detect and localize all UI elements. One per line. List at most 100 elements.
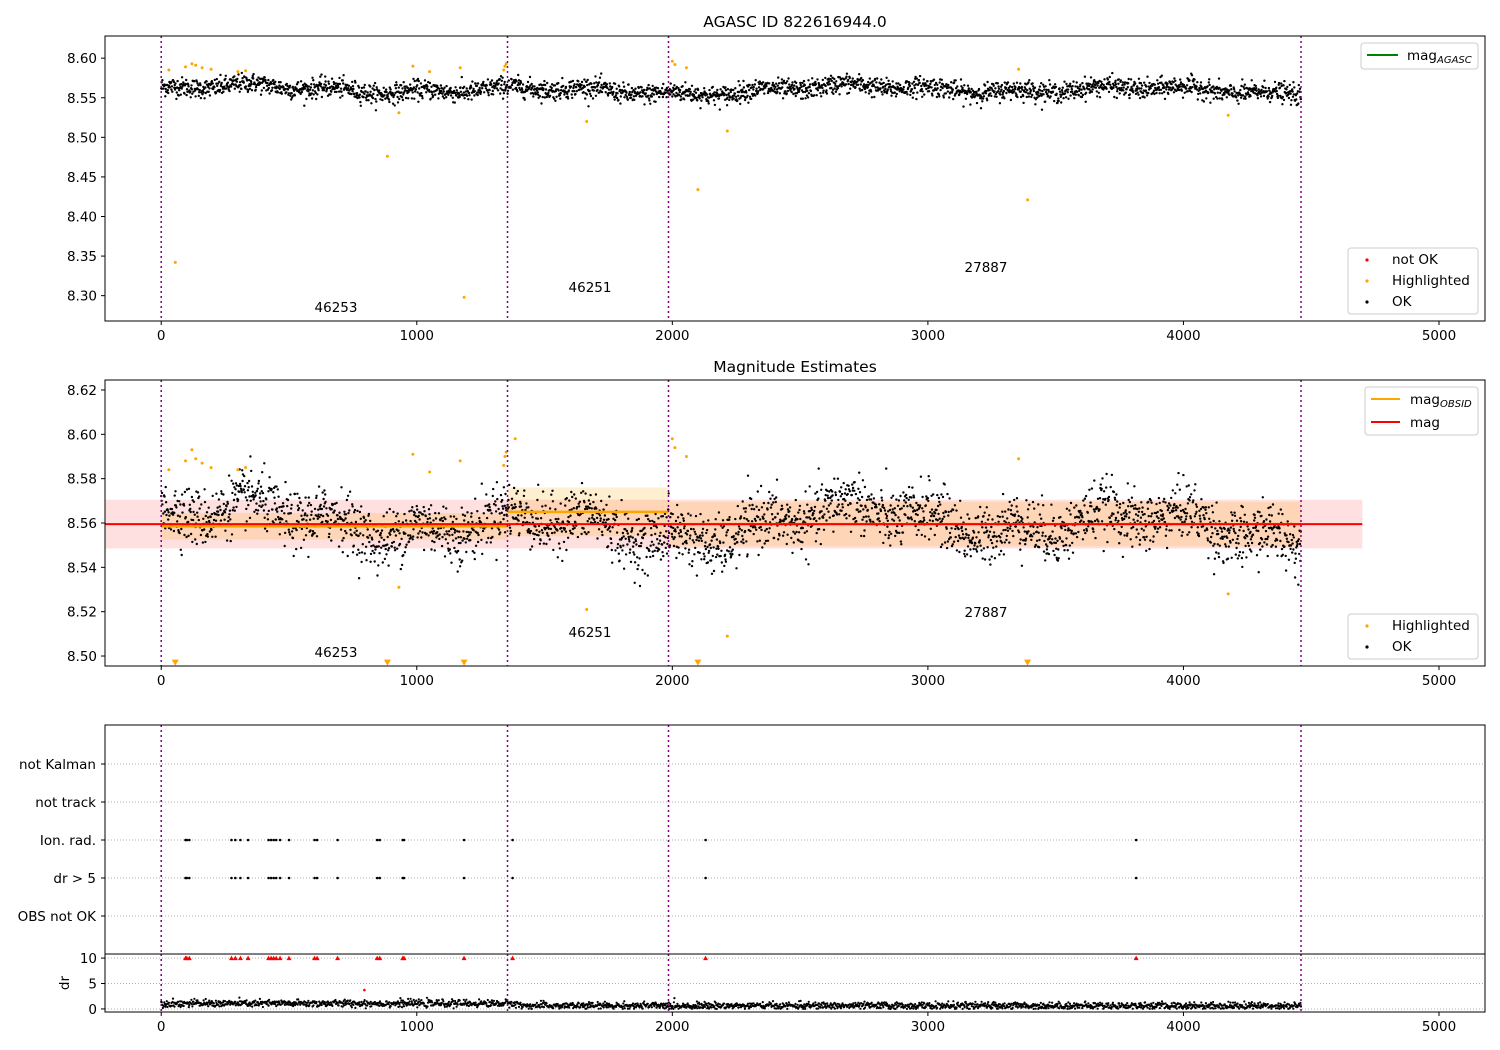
ok-point — [476, 540, 480, 544]
ok-point — [880, 496, 883, 499]
ok-point — [802, 90, 805, 94]
ok-point — [231, 491, 234, 495]
ok-point — [1124, 91, 1128, 94]
ok-point — [521, 83, 525, 86]
ok-point — [747, 101, 750, 104]
ok-point — [662, 554, 665, 558]
ok-point — [851, 77, 854, 80]
ok-point — [263, 527, 267, 530]
ok-point — [533, 85, 536, 88]
ok-point — [744, 507, 748, 510]
ok-point — [895, 82, 898, 85]
ok-point — [561, 559, 564, 563]
ok-point — [996, 82, 999, 85]
ok-point — [601, 533, 604, 537]
ok-point — [379, 534, 382, 537]
ok-point — [1284, 91, 1288, 95]
ok-point — [324, 500, 327, 504]
ok-point — [282, 86, 285, 89]
ok-point — [741, 88, 744, 91]
ok-point — [608, 525, 611, 528]
ok-point — [391, 528, 395, 531]
ok-point — [1148, 81, 1151, 85]
ok-point — [574, 497, 577, 500]
ok-point — [743, 517, 746, 520]
ok-point — [1166, 82, 1169, 85]
ok-point — [552, 548, 555, 552]
ok-point — [1228, 89, 1231, 92]
ok-point — [214, 91, 218, 94]
ok-point — [1291, 88, 1294, 91]
ok-point — [1006, 526, 1009, 529]
ok-point — [972, 93, 975, 96]
ok-point — [1008, 85, 1012, 88]
ok-point — [357, 577, 361, 580]
ok-point — [372, 84, 375, 87]
ok-point — [369, 560, 372, 563]
ok-point — [239, 484, 242, 488]
ok-point — [1157, 86, 1161, 89]
ok-point — [312, 517, 315, 520]
ok-point — [1254, 84, 1258, 88]
ok-point — [990, 555, 993, 558]
ok-point — [240, 491, 243, 494]
ok-point — [1015, 505, 1018, 508]
ok-point — [555, 95, 558, 99]
ok-point — [713, 103, 717, 107]
ok-point — [588, 89, 591, 93]
ok-point — [476, 82, 480, 85]
ok-point — [974, 548, 978, 551]
ok-point — [534, 525, 537, 528]
ok-point — [667, 531, 671, 535]
ok-point — [428, 517, 432, 520]
ok-point — [473, 94, 476, 97]
ok-point — [646, 87, 649, 91]
ok-point — [839, 495, 842, 498]
ok-point — [306, 514, 309, 517]
ok-point — [425, 532, 428, 535]
ok-point — [745, 540, 748, 543]
ok-point — [562, 540, 566, 544]
ok-point — [407, 540, 411, 543]
ok-point — [183, 490, 187, 494]
ok-point — [1268, 100, 1272, 104]
ok-point — [640, 89, 644, 92]
ok-point — [477, 533, 480, 537]
ok-point — [1120, 86, 1123, 90]
ok-point — [262, 509, 266, 512]
ok-point — [732, 94, 736, 97]
ok-point — [288, 531, 291, 534]
ok-point — [845, 517, 848, 520]
ok-point — [499, 87, 502, 90]
ok-point — [902, 88, 905, 91]
ok-point — [187, 520, 190, 524]
ok-point — [554, 99, 557, 103]
ok-point — [316, 93, 319, 96]
ok-point — [1058, 90, 1062, 93]
ok-point — [192, 90, 195, 93]
ok-point — [811, 77, 814, 80]
ok-point — [310, 83, 313, 86]
ok-point — [803, 84, 806, 87]
ok-point — [924, 504, 927, 507]
ok-point — [374, 548, 377, 551]
ok-point — [631, 536, 634, 539]
ok-point — [542, 87, 545, 90]
ok-point — [1192, 80, 1195, 83]
ok-point — [362, 534, 365, 537]
ok-point — [379, 98, 382, 101]
ok-point — [905, 493, 908, 497]
ok-point — [254, 494, 257, 497]
ok-point — [853, 481, 856, 484]
ok-point — [989, 92, 992, 95]
ok-point — [330, 539, 333, 542]
ok-point — [804, 97, 807, 100]
ok-point — [775, 88, 779, 91]
ok-point — [869, 520, 872, 523]
ok-point — [708, 88, 711, 92]
ok-point — [321, 520, 324, 524]
ok-point — [423, 87, 426, 90]
ok-point — [470, 86, 473, 89]
ok-point — [360, 551, 364, 554]
ok-point — [672, 544, 676, 548]
